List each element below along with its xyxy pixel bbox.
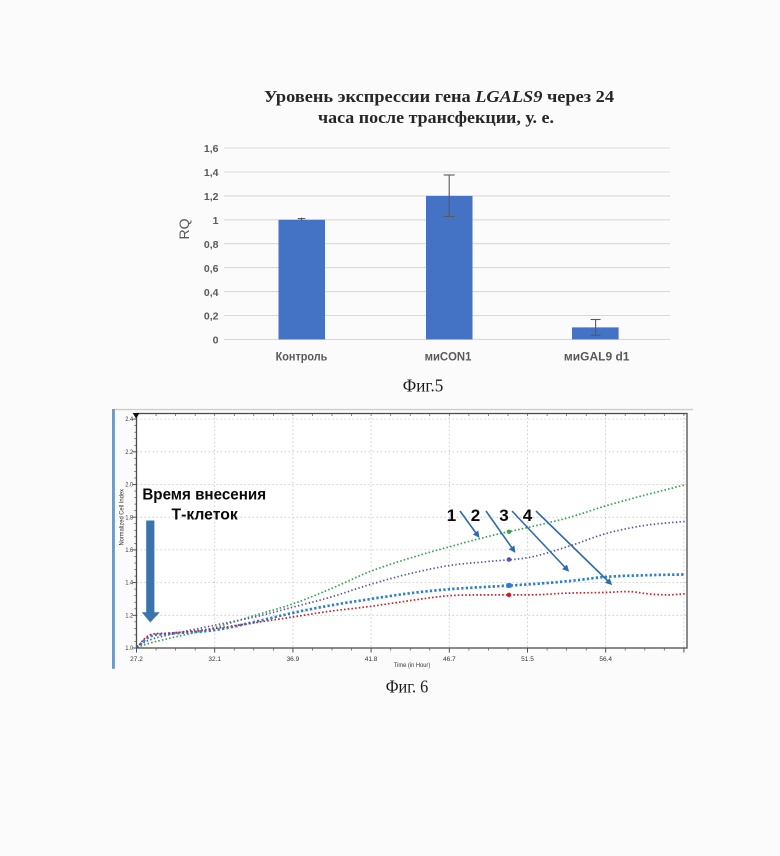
svg-text:Normalized Cell Index: Normalized Cell Index <box>119 488 126 545</box>
svg-text:1,2: 1,2 <box>204 191 219 203</box>
svg-text:1: 1 <box>213 215 219 227</box>
svg-text:3: 3 <box>499 506 508 525</box>
svg-text:0,4: 0,4 <box>204 287 219 299</box>
svg-text:Т-клеток: Т-клеток <box>172 507 239 524</box>
svg-text:51.5: 51.5 <box>521 656 534 663</box>
svg-text:часа после трансфекции, у. е.: часа после трансфекции, у. е. <box>318 108 554 127</box>
svg-text:2.0: 2.0 <box>125 483 133 489</box>
svg-text:Фиг. 6: Фиг. 6 <box>386 677 429 697</box>
svg-text:1.2: 1.2 <box>125 613 133 619</box>
svg-text:1.8: 1.8 <box>125 515 133 521</box>
svg-text:RQ: RQ <box>176 218 192 239</box>
svg-text:Время внесения: Время внесения <box>142 487 266 504</box>
svg-text:Time (in Hour): Time (in Hour) <box>394 663 431 669</box>
svg-text:миCON1: миCON1 <box>425 352 472 364</box>
svg-text:0,6: 0,6 <box>204 263 219 275</box>
svg-text:0,8: 0,8 <box>204 239 219 251</box>
svg-text:1.4: 1.4 <box>125 581 133 587</box>
svg-text:2.2: 2.2 <box>125 450 133 456</box>
svg-text:2.4: 2.4 <box>125 417 133 423</box>
svg-text:27.2: 27.2 <box>130 656 143 663</box>
svg-text:0: 0 <box>213 335 219 347</box>
svg-text:2: 2 <box>471 506 480 525</box>
svg-text:Уровень экспрессии гена LGALS9: Уровень экспрессии гена LGALS9 через 24 <box>264 87 615 106</box>
svg-text:36.9: 36.9 <box>287 656 300 663</box>
svg-text:1,6: 1,6 <box>204 143 219 155</box>
svg-text:41.8: 41.8 <box>365 656 378 663</box>
svg-text:32.1: 32.1 <box>208 656 221 663</box>
svg-text:0,2: 0,2 <box>204 311 219 323</box>
svg-text:4: 4 <box>523 506 533 525</box>
svg-text:миGAL9 d1: миGAL9 d1 <box>564 352 630 364</box>
svg-text:1.0: 1.0 <box>125 646 133 652</box>
svg-text:Контроль: Контроль <box>276 352 328 364</box>
svg-text:1.6: 1.6 <box>125 548 133 554</box>
svg-text:Фиг.5: Фиг.5 <box>403 376 444 396</box>
svg-text:1,4: 1,4 <box>204 167 219 179</box>
svg-text:46.7: 46.7 <box>443 656 456 663</box>
svg-text:1: 1 <box>447 506 456 525</box>
svg-text:56.4: 56.4 <box>599 656 612 663</box>
